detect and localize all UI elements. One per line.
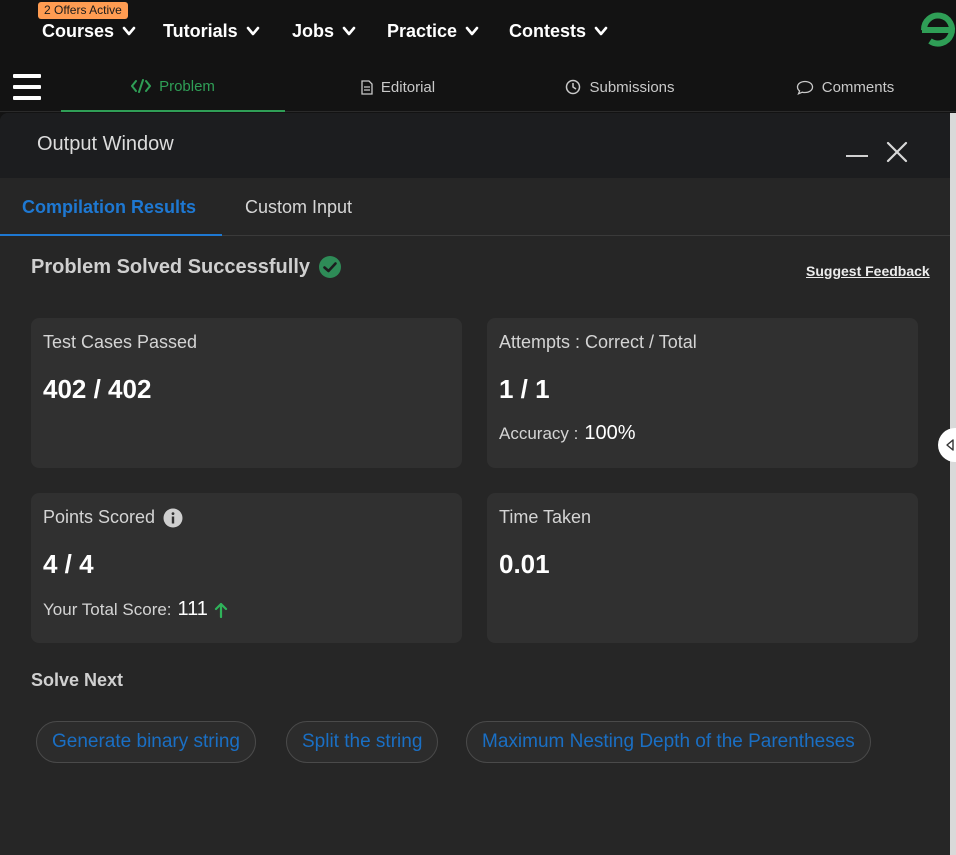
tab-compilation-results[interactable]: Compilation Results [0,178,222,236]
result-status: Problem Solved Successfully [31,255,342,279]
nav-item-label: Tutorials [163,20,238,41]
tab-problem[interactable]: Problem [61,62,285,112]
total-score-row: Your Total Score: 111 [43,598,228,621]
total-score-value: 111 [177,598,208,620]
chevron-down-icon [122,26,136,36]
scrollbar-track[interactable] [950,113,956,855]
arrow-up-icon [214,602,228,618]
nav-item-label: Jobs [292,20,335,41]
test-cases-card: Test Cases Passed 402 / 402 [31,318,462,468]
output-window-title: Output Window [37,133,174,155]
collapse-panel-handle[interactable] [938,428,956,462]
time-value: 0.01 [499,549,550,579]
nav-item-jobs[interactable]: Jobs [292,19,356,43]
tab-submissions[interactable]: Submissions [520,62,720,112]
offers-badge[interactable]: 2 Offers Active [38,2,128,19]
test-cases-value: 402 / 402 [43,374,152,404]
close-icon[interactable] [885,140,909,164]
card-label: Points Scored [43,507,156,527]
check-circle-icon [319,256,341,278]
gfg-logo-icon[interactable] [918,10,956,50]
tab-label: Submissions [589,78,675,96]
card-label: Attempts : Correct / Total [499,332,697,352]
menu-icon[interactable] [13,74,41,100]
chevron-down-icon [342,26,356,36]
output-tabs: Compilation Results Custom Input [0,178,950,236]
nav-item-label: Contests [509,20,587,41]
card-label: Time Taken [499,507,592,527]
document-icon [361,79,373,95]
total-score-label: Your Total Score: [43,599,172,619]
tab-comments[interactable]: Comments [745,62,945,112]
tab-label: Comments [821,78,895,96]
nav-item-label: Practice [387,20,458,41]
attempts-value: 1 / 1 [499,374,550,404]
status-title: Problem Solved Successfully [31,255,310,278]
tab-editorial[interactable]: Editorial [298,62,498,112]
card-label: Test Cases Passed [43,332,198,352]
points-card: Points Scored 4 / 4 Your Total Score: 11… [31,493,462,643]
nav-item-contests[interactable]: Contests [509,19,608,43]
problem-tabs-bar: Problem Editorial Submissions Comments [0,62,956,112]
solve-next-title: Solve Next [31,670,124,690]
chevron-left-icon [946,439,954,451]
tab-label: Problem [159,77,215,95]
nav-item-label: Courses [42,20,115,41]
nav-item-courses[interactable]: Courses [42,19,136,43]
nav-item-practice[interactable]: Practice [387,19,479,43]
solve-next-chip[interactable]: Split the string [286,721,439,763]
solve-next-chip[interactable]: Generate binary string [36,721,256,763]
time-card: Time Taken 0.01 [487,493,918,643]
points-value: 4 / 4 [43,549,94,579]
info-icon[interactable] [163,508,183,528]
top-navigation: 2 Offers Active Courses Tutorials Jobs P… [0,0,956,62]
output-window-header: Output Window [0,113,950,178]
solve-next-chip[interactable]: Maximum Nesting Depth of the Parentheses [466,721,871,763]
attempts-card: Attempts : Correct / Total 1 / 1 Accurac… [487,318,918,468]
chevron-down-icon [465,26,479,36]
minimize-button[interactable] [846,155,868,157]
nav-item-tutorials[interactable]: Tutorials [163,19,260,43]
accuracy-row: Accuracy : 100% [499,422,636,445]
comment-icon [796,80,813,95]
accuracy-label: Accuracy : [499,423,579,443]
tab-custom-input[interactable]: Custom Input [245,197,353,217]
suggest-feedback-link[interactable]: Suggest Feedback [806,263,930,279]
code-icon [131,79,152,93]
chevron-down-icon [594,26,608,36]
points-label-row: Points Scored [43,507,183,528]
accuracy-value: 100% [584,422,636,444]
tab-label: Editorial [380,78,436,96]
clock-icon [566,79,581,95]
output-window: Output Window Compilation Results Custom… [0,113,950,855]
chevron-down-icon [246,26,259,36]
